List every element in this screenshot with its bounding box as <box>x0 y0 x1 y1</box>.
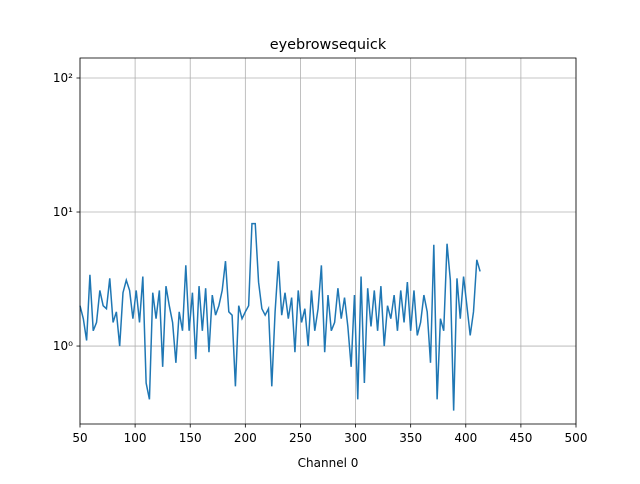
x-tick-label: 150 <box>179 431 202 445</box>
plot-area: 50 100 150 200 250 300 350 400 450 500 10⁰ 10¹ 10² <box>53 58 588 445</box>
axes-frame <box>79 57 577 425</box>
x-tick-label: 400 <box>454 431 477 445</box>
y-tick-label: 10⁰ <box>53 339 73 353</box>
x-tick-label: 350 <box>399 431 422 445</box>
x-tick-label: 50 <box>72 431 87 445</box>
y-tick-label: 10² <box>53 71 73 85</box>
x-axis-label: Channel 0 <box>298 456 359 470</box>
y-tick-label: 10¹ <box>53 205 73 219</box>
x-tick-label: 300 <box>344 431 367 445</box>
x-tick-label: 450 <box>509 431 532 445</box>
x-tick-label: 250 <box>289 431 312 445</box>
chart-title: eyebrowsequick <box>270 37 387 53</box>
x-tick-label: 500 <box>565 431 588 445</box>
data-line <box>79 222 481 411</box>
x-tick-label: 100 <box>124 431 147 445</box>
x-tick-label: 200 <box>234 431 257 445</box>
